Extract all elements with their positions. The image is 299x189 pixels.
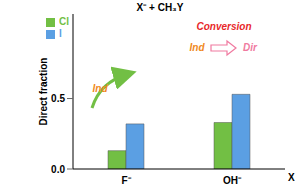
html-text:Cl: Cl (59, 16, 69, 27)
svg-text:0.0: 0.0 (51, 164, 65, 175)
svg-text:Direct fraction: Direct fraction (38, 58, 49, 126)
svg-text:OH⁻: OH⁻ (223, 175, 242, 186)
html-text:I: I (59, 28, 62, 39)
svg-text:X⁻ + CH₃Y: X⁻ + CH₃Y (137, 2, 184, 13)
svg-text:Dir: Dir (243, 42, 258, 53)
svg-text:Ind: Ind (190, 42, 206, 53)
svg-text:Ind: Ind (93, 83, 109, 94)
svg-text:X: X (288, 172, 291, 183)
svg-text:F⁻: F⁻ (121, 175, 131, 186)
svg-text:Conversion: Conversion (196, 21, 251, 32)
svg-text:0.5: 0.5 (51, 93, 65, 104)
